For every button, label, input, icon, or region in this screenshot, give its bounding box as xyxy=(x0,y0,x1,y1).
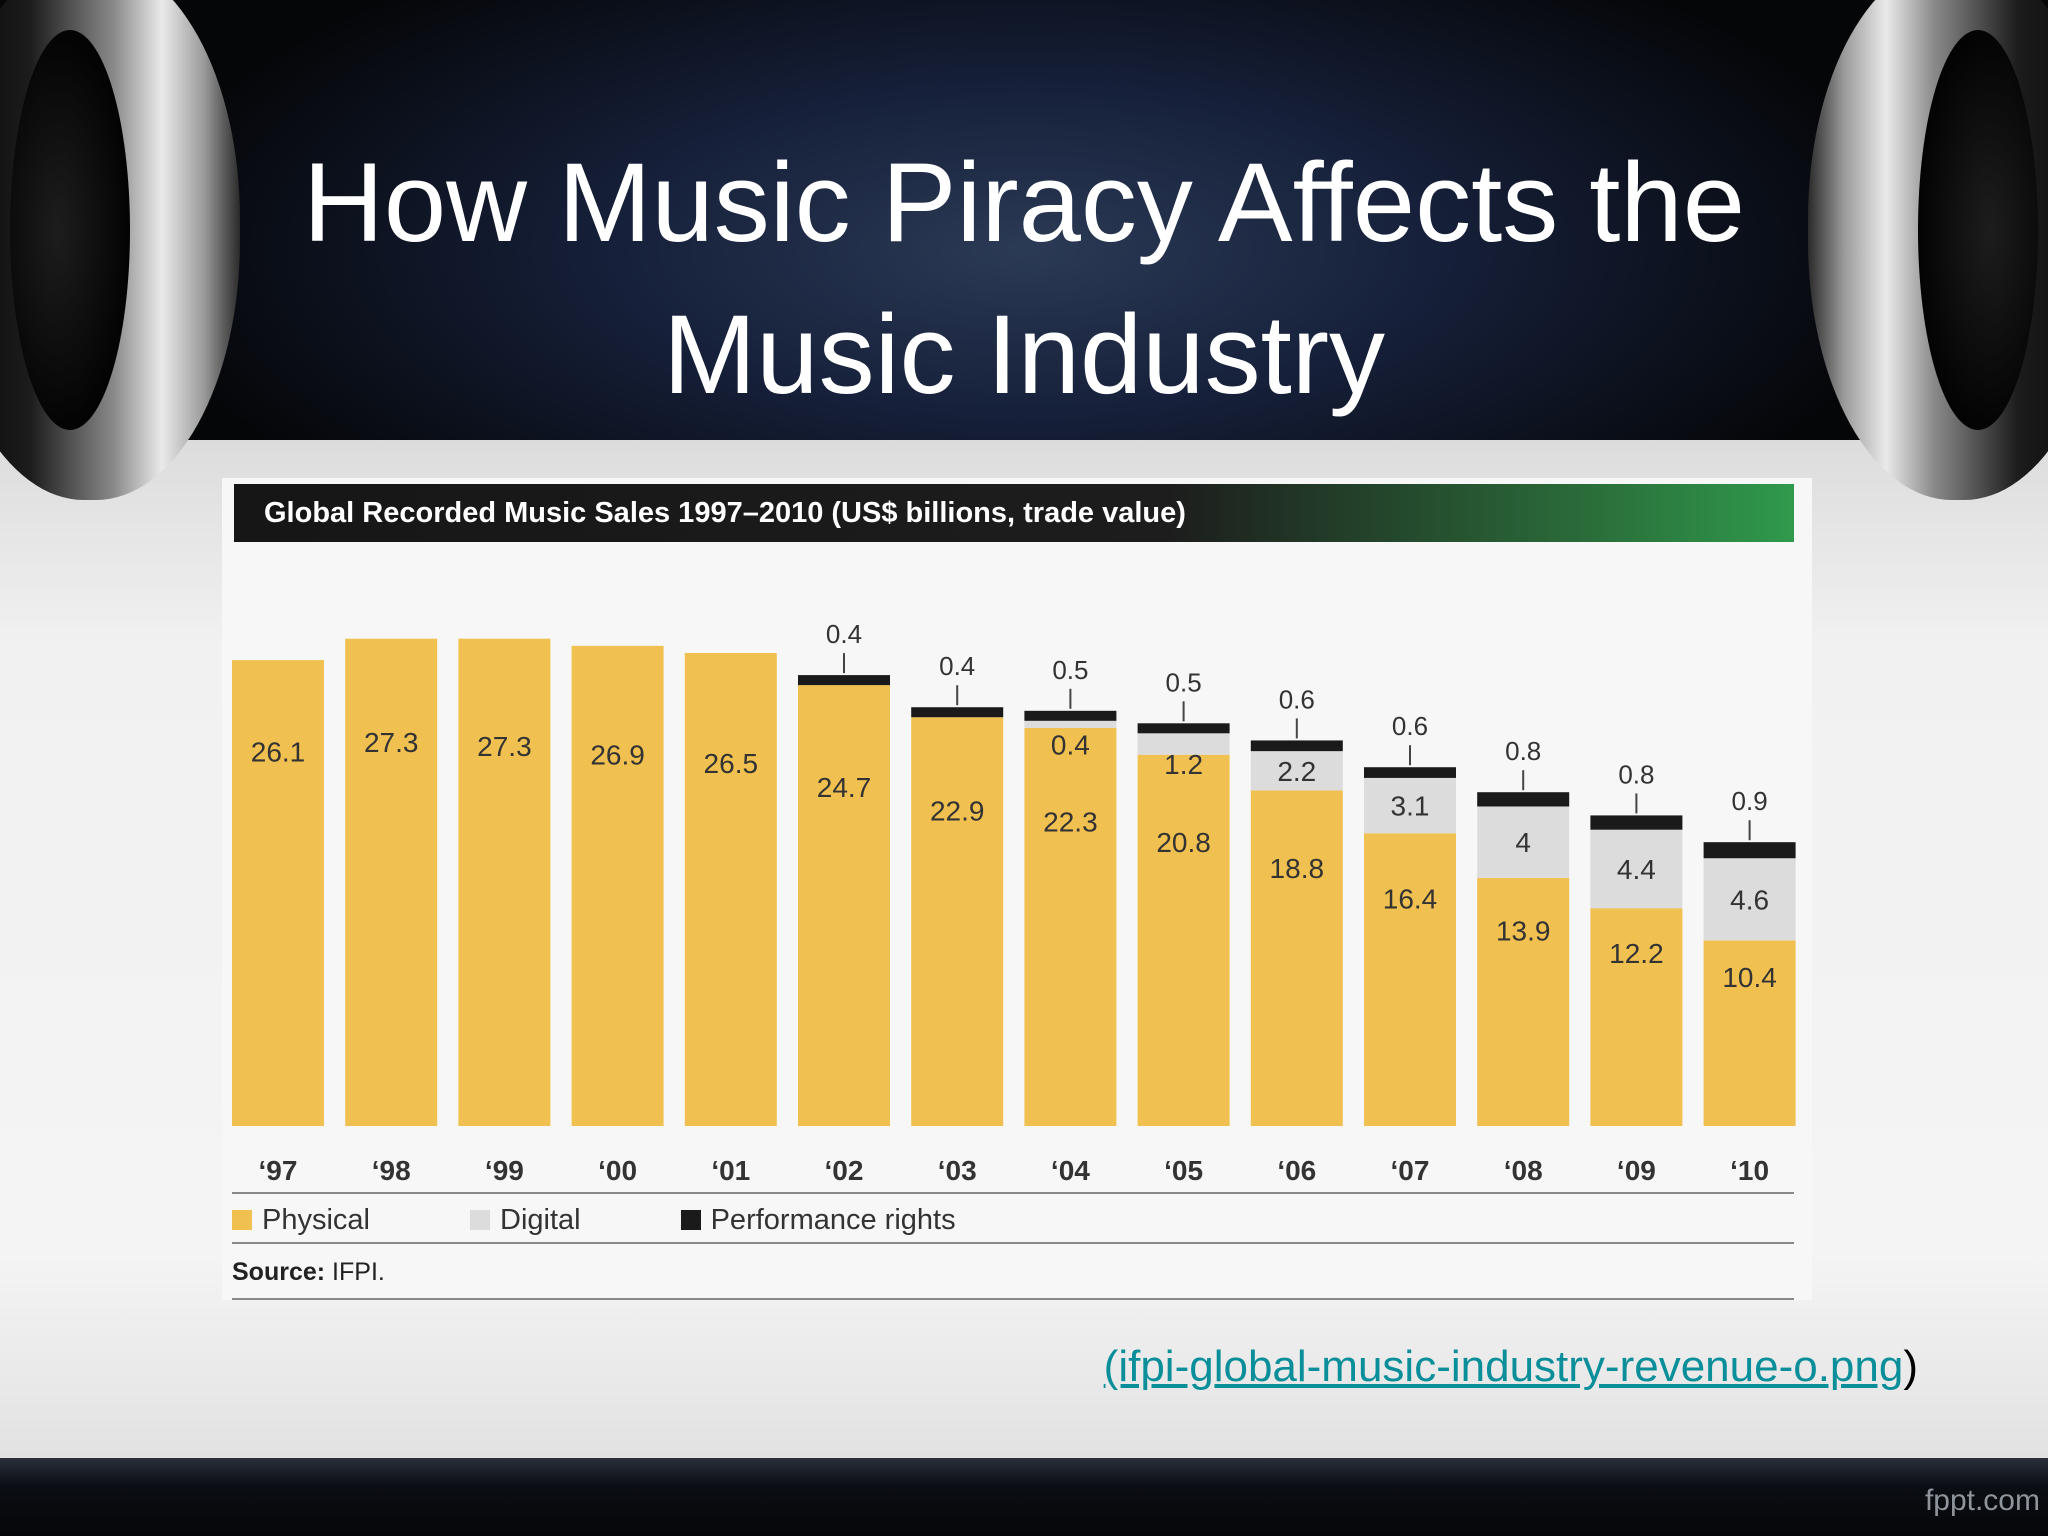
bar-digital-11 xyxy=(1477,806,1570,878)
bar-digital-12 xyxy=(1590,829,1683,909)
label-physical-3: 26.9 xyxy=(590,739,645,770)
label-physical-5: 24.7 xyxy=(817,772,872,803)
legend-swatch-performance-rights xyxy=(680,1210,701,1230)
bar-performance-13 xyxy=(1703,842,1796,859)
bar-performance-8 xyxy=(1137,723,1230,734)
tick-label-6: ‘03 xyxy=(938,1155,977,1186)
left-headphone-graphic xyxy=(0,0,240,500)
label-performance-6: 0.4 xyxy=(939,651,975,681)
tick-label-8: ‘05 xyxy=(1164,1155,1203,1186)
label-digital-13: 4.6 xyxy=(1730,884,1769,915)
legend-label-physical: Physical xyxy=(262,1203,370,1236)
source-text: IFPI. xyxy=(332,1258,385,1286)
label-physical-0: 26.1 xyxy=(251,736,306,767)
slide-footer-band xyxy=(0,1458,2048,1536)
bar-physical-4 xyxy=(684,652,777,1126)
link-closing-paren: ) xyxy=(1903,1342,1918,1391)
legend-item-physical: Physical xyxy=(232,1204,370,1237)
bar-physical-9 xyxy=(1250,790,1343,1126)
label-performance-7: 0.5 xyxy=(1052,655,1088,685)
bar-performance-12 xyxy=(1590,815,1683,830)
label-physical-10: 16.4 xyxy=(1383,884,1438,915)
tick-label-9: ‘06 xyxy=(1277,1155,1316,1186)
label-digital-11: 4 xyxy=(1515,827,1531,858)
bar-digital-9 xyxy=(1250,751,1343,791)
tick-label-10: ‘07 xyxy=(1391,1155,1430,1186)
label-physical-7: 22.3 xyxy=(1043,806,1098,837)
tick-label-0: ‘97 xyxy=(259,1155,298,1186)
tick-label-4: ‘01 xyxy=(711,1155,750,1186)
label-digital-7: 0.4 xyxy=(1051,729,1090,760)
bar-performance-10 xyxy=(1364,767,1456,778)
bar-physical-12 xyxy=(1590,908,1683,1126)
label-performance-5: 0.4 xyxy=(826,619,862,649)
bar-physical-2 xyxy=(458,638,551,1126)
label-physical-1: 27.3 xyxy=(364,727,419,758)
label-physical-4: 26.5 xyxy=(704,748,759,779)
bar-performance-7 xyxy=(1024,710,1117,721)
bar-performance-11 xyxy=(1477,792,1570,807)
label-physical-11: 13.9 xyxy=(1496,915,1551,946)
label-physical-8: 20.8 xyxy=(1156,827,1211,858)
bar-physical-1 xyxy=(345,638,438,1126)
bar-physical-8 xyxy=(1137,754,1230,1126)
tick-label-11: ‘08 xyxy=(1504,1155,1543,1186)
label-digital-8: 1.2 xyxy=(1164,749,1203,780)
legend-label-digital: Digital xyxy=(500,1203,581,1236)
label-performance-12: 0.8 xyxy=(1618,759,1654,789)
bar-performance-5 xyxy=(798,675,890,686)
bar-physical-10 xyxy=(1364,833,1456,1126)
label-physical-12: 12.2 xyxy=(1609,938,1664,969)
label-physical-6: 22.9 xyxy=(930,796,985,827)
slide-header-background xyxy=(0,0,2048,440)
legend-item-digital: Digital xyxy=(470,1204,581,1237)
chart-image: 26.1 ‘97 27.3 ‘98 27.3 ‘99 26.9 ‘00 26.5 ‘01 0.4 24… xyxy=(222,478,1812,1300)
label-physical-2: 27.3 xyxy=(477,731,532,762)
chart-title: Global Recorded Music Sales 1997–2010 (U… xyxy=(234,484,1794,542)
slide-title: How Music Piracy Affects the Music Indus… xyxy=(303,140,1745,418)
fppt-watermark: fppt.com xyxy=(1924,1484,2040,1517)
legend-label-performance-rights: Performance rights xyxy=(710,1203,956,1236)
tick-label-1: ‘98 xyxy=(372,1155,411,1186)
bar-physical-13 xyxy=(1703,940,1796,1126)
bar-physical-5 xyxy=(798,685,890,1126)
legend-swatch-physical xyxy=(232,1210,252,1230)
legend-item-performance-rights: Performance rights xyxy=(680,1203,956,1237)
label-performance-9: 0.6 xyxy=(1279,684,1315,714)
bar-physical-6 xyxy=(911,717,1004,1126)
chart-legend: Physical Digital Performance rights xyxy=(232,1198,1794,1244)
label-digital-10: 3.1 xyxy=(1391,791,1430,822)
label-performance-11: 0.8 xyxy=(1505,736,1541,766)
bar-digital-10 xyxy=(1364,777,1456,834)
label-physical-9: 18.8 xyxy=(1270,853,1325,884)
label-performance-10: 0.6 xyxy=(1392,711,1428,741)
legend-swatch-digital xyxy=(470,1210,490,1230)
bar-performance-9 xyxy=(1250,740,1343,752)
image-source-link: (ifpi-global-music-industry-revenue-o.pn… xyxy=(1104,1342,1918,1392)
label-digital-9: 2.2 xyxy=(1277,756,1316,787)
label-performance-8: 0.5 xyxy=(1166,667,1202,697)
tick-label-3: ‘00 xyxy=(598,1155,637,1186)
tick-label-2: ‘99 xyxy=(485,1155,524,1186)
image-filename-link[interactable]: (ifpi-global-music-industry-revenue-o.pn… xyxy=(1103,1342,1904,1391)
bar-physical-7 xyxy=(1024,727,1117,1126)
bar-digital-7 xyxy=(1024,720,1117,728)
tick-label-5: ‘02 xyxy=(825,1155,864,1186)
tick-label-7: ‘04 xyxy=(1051,1155,1090,1186)
tick-label-13: ‘10 xyxy=(1730,1155,1769,1186)
label-performance-13: 0.9 xyxy=(1732,786,1768,816)
chart-source: Source: IFPI. xyxy=(232,1258,1794,1300)
source-label: Source: xyxy=(232,1258,326,1286)
bar-chart: 26.1 ‘97 27.3 ‘98 27.3 ‘99 26.9 ‘00 26.5 ‘01 0.4 24… xyxy=(232,619,1796,1194)
bar-physical-0 xyxy=(232,660,324,1126)
bar-physical-3 xyxy=(571,645,664,1126)
label-digital-12: 4.4 xyxy=(1617,854,1656,885)
bar-digital-13 xyxy=(1703,858,1796,941)
bar-performance-6 xyxy=(911,707,1004,718)
label-physical-13: 10.4 xyxy=(1722,962,1777,993)
bar-digital-8 xyxy=(1137,733,1230,755)
bar-physical-11 xyxy=(1477,877,1570,1126)
tick-label-12: ‘09 xyxy=(1617,1155,1656,1186)
